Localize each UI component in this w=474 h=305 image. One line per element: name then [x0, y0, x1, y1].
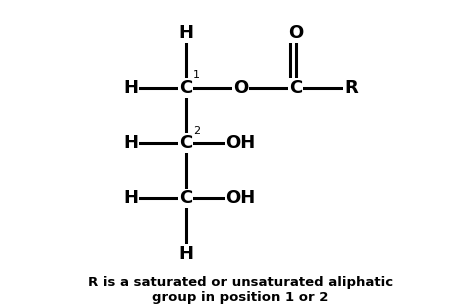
- Text: OH: OH: [226, 189, 256, 207]
- Text: C: C: [289, 79, 302, 97]
- Text: H: H: [123, 79, 138, 97]
- Text: R is a saturated or unsaturated aliphatic
group in position 1 or 2: R is a saturated or unsaturated aliphati…: [88, 276, 393, 304]
- Text: OH: OH: [226, 134, 256, 152]
- Text: H: H: [123, 189, 138, 207]
- Text: O: O: [288, 24, 303, 42]
- Text: H: H: [178, 245, 193, 263]
- Text: R: R: [344, 79, 358, 97]
- Text: 2: 2: [193, 126, 201, 136]
- Text: C: C: [179, 134, 192, 152]
- Text: H: H: [123, 134, 138, 152]
- Text: C: C: [179, 79, 192, 97]
- Text: C: C: [179, 189, 192, 207]
- Text: O: O: [233, 79, 248, 97]
- Text: 1: 1: [193, 70, 201, 81]
- Text: H: H: [178, 24, 193, 42]
